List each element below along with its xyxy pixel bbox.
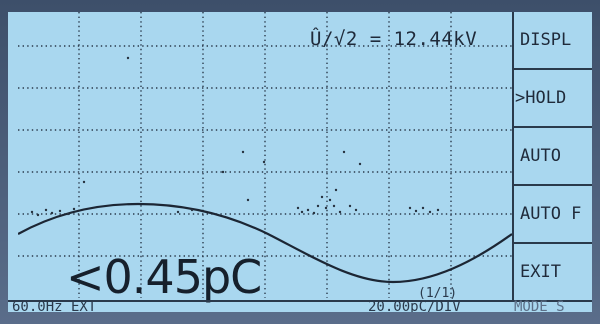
waveform-grid [18, 12, 512, 298]
softkey-auto-f[interactable]: AUTO F [514, 186, 592, 244]
softkey-hold[interactable]: >HOLD [514, 70, 592, 128]
lcd-screen: Û/√2 = 12.44kV <0.45pC (1/1) DISPL >HOLD… [8, 12, 592, 312]
rms-voltage-readout: Û/√2 = 12.44kV [310, 28, 478, 50]
pd-charge-readout: <0.45pC [66, 250, 262, 304]
waveform-plot: Û/√2 = 12.44kV <0.45pC (1/1) [18, 12, 512, 304]
softkey-menu: DISPL >HOLD AUTO AUTO F EXIT [512, 12, 592, 300]
frequency-status: 60.0Hz EXT [12, 299, 97, 312]
scale-status: 20.00pC/DIV [368, 299, 461, 312]
softkey-label: AUTO [520, 146, 561, 166]
pd-scatter-dots [30, 56, 440, 217]
softkey-label: EXIT [520, 262, 561, 282]
dotted-grid [18, 12, 512, 298]
softkey-label: AUTO F [520, 204, 582, 224]
mode-status[interactable]: MODE S [514, 299, 565, 312]
softkey-displ[interactable]: DISPL [514, 12, 592, 70]
softkey-label: DISPL [520, 30, 572, 50]
softkey-auto[interactable]: AUTO [514, 128, 592, 186]
softkey-exit[interactable]: EXIT [514, 244, 592, 300]
page-indicator: (1/1) [418, 286, 458, 301]
status-bar: 60.0Hz EXT 20.00pC/DIV MODE S [8, 300, 592, 312]
softkey-label: >HOLD [515, 88, 567, 108]
sine-reference-trace [18, 202, 512, 284]
